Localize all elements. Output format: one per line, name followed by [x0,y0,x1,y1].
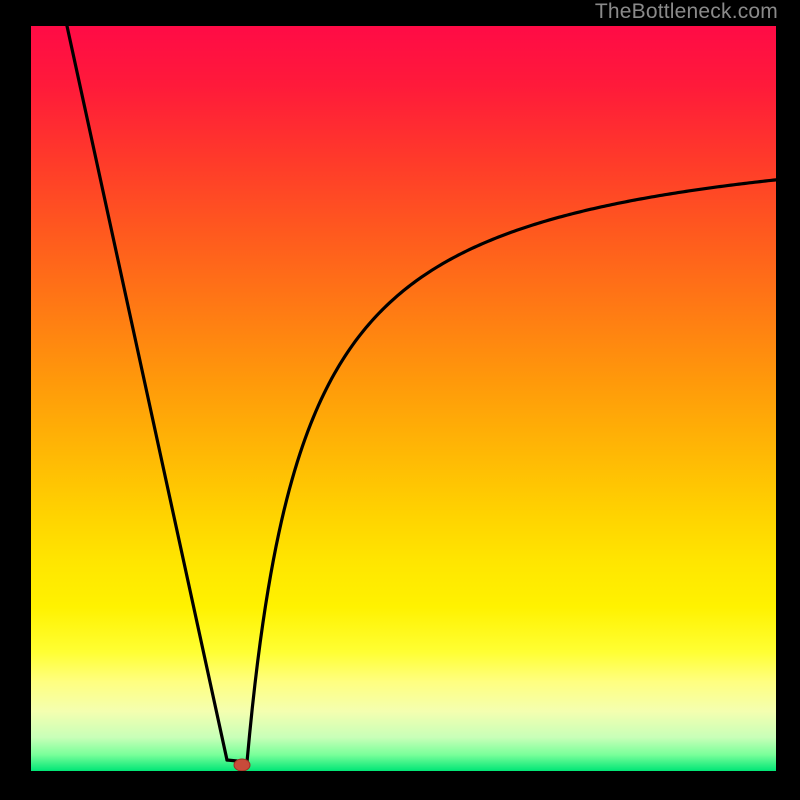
optimum-marker [234,759,250,771]
chart-background [31,26,776,771]
watermark-text: TheBottleneck.com [595,0,778,24]
chart-svg [31,26,776,771]
chart-plot-area [31,26,776,771]
